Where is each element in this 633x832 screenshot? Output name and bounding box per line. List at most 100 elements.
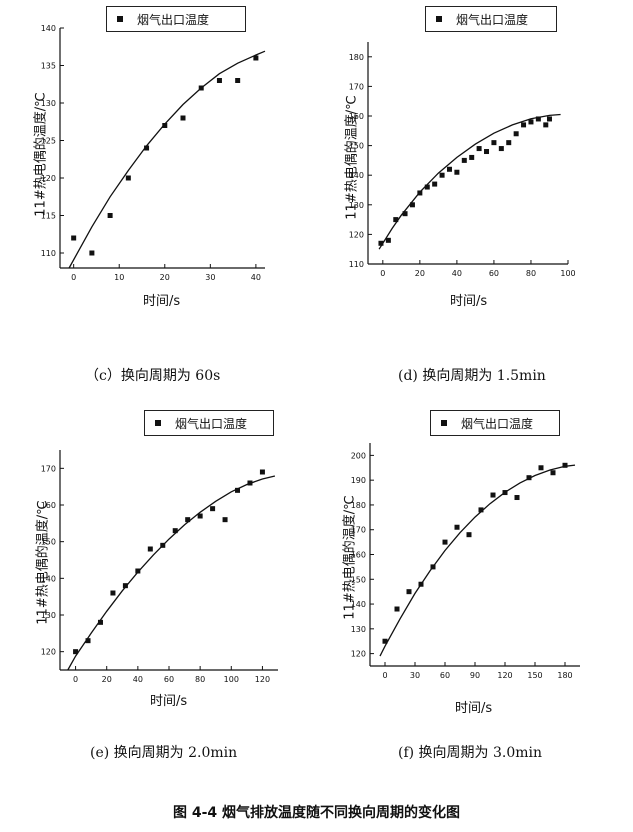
data-point <box>89 250 95 256</box>
data-point <box>528 119 534 125</box>
data-point <box>160 542 166 548</box>
data-point <box>454 524 460 530</box>
y-tick-label: 130 <box>349 201 364 210</box>
data-point <box>378 240 384 246</box>
x-axis-label-f: 时间/s <box>455 701 493 716</box>
x-tick-label: 150 <box>527 671 542 680</box>
data-point <box>73 649 79 655</box>
x-tick-label: 60 <box>164 675 174 684</box>
y-tick-label: 160 <box>349 112 364 121</box>
legend-d: 烟气出口温度 <box>425 6 557 32</box>
chart-panel-e: 0 20 40 60 80 100 120 120 130 140 150 160 170 <box>0 0 316 800</box>
legend-marker-c <box>117 16 123 22</box>
data-point <box>513 131 519 137</box>
data-point <box>454 169 460 175</box>
data-point <box>247 480 253 486</box>
y-tick-label: 150 <box>41 538 56 547</box>
y-tick-label: 140 <box>41 574 56 583</box>
x-tick-label: 30 <box>410 671 420 680</box>
data-point <box>439 172 445 178</box>
data-point <box>514 495 520 501</box>
caption-e: (e) 换向周期为 2.0min <box>90 745 238 761</box>
legend-marker-e <box>155 420 161 426</box>
y-tick-label: 160 <box>41 501 56 510</box>
y-tick-label: 180 <box>349 53 364 62</box>
y-tick-label: 130 <box>41 611 56 620</box>
data-point <box>498 146 504 152</box>
data-point <box>550 470 556 476</box>
data-point <box>442 539 448 545</box>
legend-f: 烟气出口温度 <box>430 410 560 436</box>
x-tick-label: 60 <box>489 269 499 278</box>
x-tick-label: 120 <box>497 671 512 680</box>
data-point <box>394 606 400 612</box>
y-tick-label: 135 <box>41 62 56 71</box>
data-point <box>216 78 222 83</box>
data-point <box>147 546 153 552</box>
data-point <box>526 475 532 481</box>
legend-marker-d <box>436 16 442 22</box>
y-tick-label: 140 <box>349 171 364 180</box>
data-point <box>144 145 150 151</box>
data-point <box>235 487 241 493</box>
data-point <box>490 492 496 498</box>
data-point <box>235 78 241 83</box>
data-point <box>502 490 508 496</box>
y-tick-label: 180 <box>351 501 366 510</box>
data-point <box>222 517 228 523</box>
data-point <box>466 532 472 538</box>
x-tick-label: 20 <box>160 273 170 282</box>
data-point <box>562 462 568 468</box>
data-point <box>417 190 423 196</box>
data-point <box>85 638 91 644</box>
data-point <box>506 140 512 146</box>
chart-panel-d: 0 20 40 60 80 100 110 120 130 140 150 160 170 180 <box>0 0 633 395</box>
y-axis-label-f: 11#热电偶的温度/℃ <box>342 495 358 620</box>
x-tick-label: 60 <box>440 671 450 680</box>
data-point <box>543 122 549 128</box>
data-point <box>461 157 467 163</box>
data-point <box>382 638 388 644</box>
caption-c: （c）换向周期为 60s <box>85 368 221 384</box>
fit-curve <box>68 50 266 269</box>
data-point <box>418 581 424 587</box>
fit-curve <box>67 475 276 671</box>
x-tick-label: 30 <box>205 273 215 282</box>
data-point <box>538 465 544 471</box>
data-point <box>71 235 77 241</box>
y-axis-label-c: 11#热电偶的温度/℃ <box>33 92 49 217</box>
chart-svg-d: 0 20 40 60 80 100 110 120 130 140 150 160 170 180 <box>349 42 576 278</box>
data-point <box>135 568 141 574</box>
data-point <box>406 589 412 595</box>
y-axis-label-e: 11#热电偶的温度/℃ <box>35 500 51 625</box>
chart-panel-f: 0 30 60 90 120 150 180 120 130 140 150 160 170 180 190… <box>351 443 580 680</box>
data-point <box>402 211 408 217</box>
data-point <box>122 583 128 589</box>
y-axis-label-d: 11#热电偶的温度/℃ <box>344 95 360 220</box>
data-point <box>469 154 475 160</box>
data-point <box>535 116 541 122</box>
x-tick-label: 40 <box>133 675 143 684</box>
data-point <box>491 140 497 146</box>
chart-svg-f: 0 30 60 90 120 150 180 120 130 140 150 160 170 180 190… <box>351 443 580 680</box>
x-tick-label: 180 <box>557 671 572 680</box>
data-point <box>476 146 482 152</box>
x-tick-label: 0 <box>71 273 76 282</box>
y-tick-label: 150 <box>349 142 364 151</box>
y-tick-label: 120 <box>349 230 364 239</box>
data-point <box>409 202 415 208</box>
legend-marker-f <box>441 420 447 426</box>
data-point <box>180 115 186 121</box>
x-tick-label: 20 <box>415 269 425 278</box>
x-axis-label-d: 时间/s <box>450 294 488 309</box>
fit-curve <box>378 113 561 250</box>
legend-label-d: 烟气出口温度 <box>456 12 529 27</box>
data-point <box>478 507 484 513</box>
data-point <box>97 619 103 625</box>
data-point <box>210 506 216 512</box>
y-tick-label: 120 <box>41 648 56 657</box>
y-tick-label: 120 <box>351 650 366 659</box>
data-point <box>198 85 204 91</box>
data-point <box>385 237 391 243</box>
chart-svg-e: 0 20 40 60 80 100 120 120 130 140 150 160 170 <box>41 450 278 684</box>
